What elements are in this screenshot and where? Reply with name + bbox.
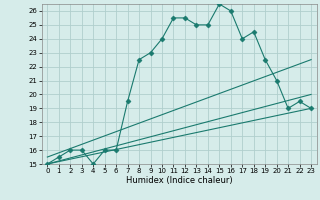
X-axis label: Humidex (Indice chaleur): Humidex (Indice chaleur) (126, 176, 233, 185)
